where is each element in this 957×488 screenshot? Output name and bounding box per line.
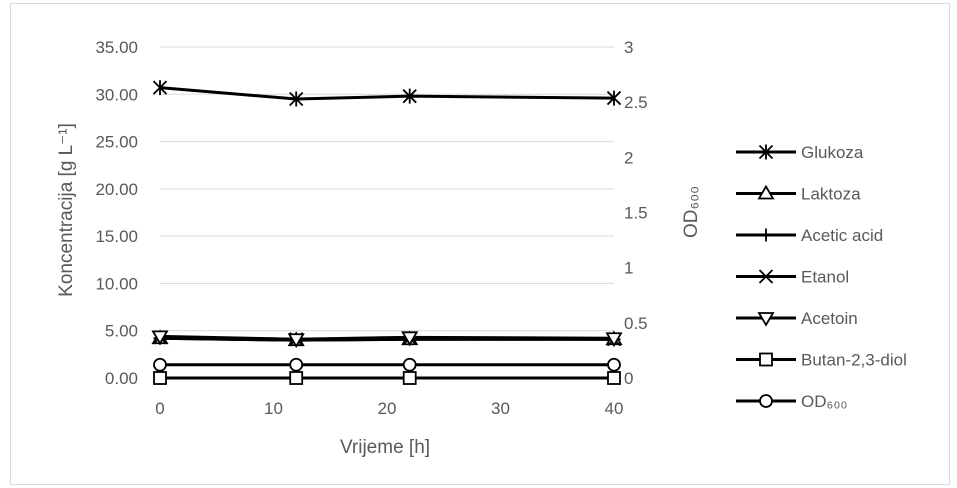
legend-label: Etanol [801, 268, 849, 287]
data-point [402, 357, 417, 372]
legend: Glukoza Laktoza Acetic acid Etanol Acetoin Bu… [736, 143, 907, 411]
y-tick-label: 20.00 [95, 180, 138, 199]
data-point [607, 371, 621, 385]
y-tick-label: 0.00 [105, 369, 138, 388]
legend-marker [758, 269, 774, 284]
legend-label: Acetoin [801, 309, 858, 328]
data-point [607, 357, 621, 372]
y2-tick-label: 2 [624, 148, 633, 167]
legend-item: OD₆₀₀ [736, 392, 847, 411]
legend-item: Glukoza [736, 143, 864, 162]
legend-label: Glukoza [801, 143, 864, 162]
data-point [289, 371, 304, 385]
series-line [159, 334, 615, 341]
data-point [153, 371, 167, 385]
data-point [287, 333, 305, 349]
series-line [159, 86, 615, 101]
x-tick-label: 0 [155, 399, 164, 418]
left-axis-ticks: 0.00 5.00 10.00 15.00 20.00 25.00 30.00 35.00 [95, 38, 138, 388]
y-tick-label: 30.00 [95, 85, 138, 104]
y-tick-label: 25.00 [95, 133, 138, 152]
data-point [289, 357, 304, 372]
data-point [606, 90, 622, 106]
legend-item: Butan-2,3-diol [736, 351, 907, 370]
data-point [605, 332, 623, 348]
data-point [289, 91, 304, 107]
y2-tick-label: 3 [624, 38, 633, 57]
legend-label: Acetic acid [801, 226, 883, 245]
chart-frame [10, 3, 950, 485]
y2-tick-label: 0.5 [624, 314, 648, 333]
x-axis-title: Vrijeme [h] [340, 437, 430, 458]
series-4 [151, 330, 623, 349]
y-tick-label: 15.00 [95, 227, 138, 246]
data-point [153, 357, 167, 372]
legend-item: Acetic acid [736, 226, 883, 245]
y2-tick-label: 1.5 [624, 204, 648, 223]
x-tick-label: 40 [605, 399, 624, 418]
legend-marker [757, 184, 775, 200]
x-tick-label: 10 [264, 399, 283, 418]
right-axis-ticks: 0 0.5 1 1.5 2 2.5 3 [624, 38, 648, 388]
data-point [402, 371, 417, 385]
data-point [152, 80, 168, 96]
series-5 [153, 371, 621, 385]
y2-tick-label: 1 [624, 259, 633, 278]
y-tick-label: 5.00 [105, 322, 138, 341]
legend-item: Laktoza [736, 185, 861, 204]
series-6 [153, 357, 621, 372]
y2-tick-label: 0 [624, 369, 633, 388]
series-layer [151, 80, 623, 385]
legend-marker [759, 352, 773, 367]
data-point [401, 331, 419, 347]
x-axis-ticks: 0 10 20 30 40 [155, 399, 623, 418]
legend-marker [759, 228, 773, 242]
y-tick-label: 10.00 [95, 274, 138, 293]
legend-marker [758, 144, 774, 160]
legend-label: Butan-2,3-diol [801, 351, 907, 370]
y-axis-title: Koncentracija [g L⁻¹] [56, 123, 77, 297]
legend-marker [757, 312, 775, 327]
data-point [151, 330, 169, 346]
legend-label: OD₆₀₀ [801, 392, 847, 411]
series-0 [152, 80, 622, 107]
y-tick-label: 35.00 [95, 38, 138, 57]
legend-item: Etanol [736, 268, 849, 287]
y2-axis-title: OD₆₀₀ [681, 186, 702, 238]
legend-label: Laktoza [801, 185, 861, 204]
legend-item: Acetoin [736, 309, 858, 328]
legend-marker [759, 394, 773, 408]
data-point [402, 88, 417, 104]
y2-tick-label: 2.5 [624, 93, 648, 112]
x-tick-label: 30 [491, 399, 510, 418]
x-tick-label: 20 [378, 399, 397, 418]
